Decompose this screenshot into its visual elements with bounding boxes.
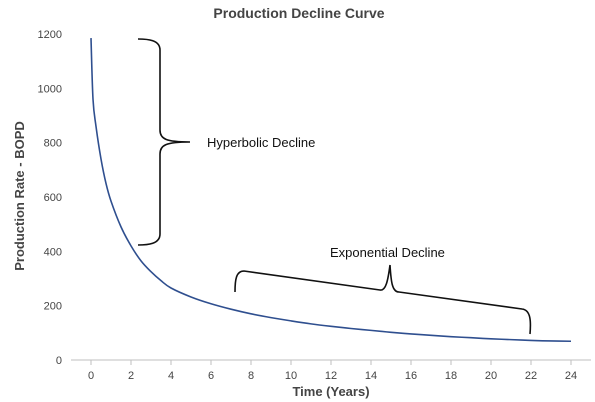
exponential-decline-label: Exponential Decline — [330, 245, 445, 260]
hyperbolic-decline-label: Hyperbolic Decline — [207, 135, 315, 150]
y-tick-label: 1200 — [38, 29, 62, 41]
y-tick-label: 0 — [56, 355, 62, 367]
x-tick-label: 2 — [128, 370, 134, 382]
y-tick-label: 1000 — [38, 83, 62, 95]
y-tick-label: 200 — [44, 301, 62, 313]
hyperbolic-brace — [137, 38, 191, 246]
x-tick-label: 18 — [445, 370, 457, 382]
x-tick-label: 14 — [365, 370, 377, 382]
production-series-line — [90, 38, 572, 343]
x-tick-label: 20 — [485, 370, 497, 382]
chart-title: Production Decline Curve — [213, 5, 384, 21]
y-tick-label: 400 — [44, 246, 62, 258]
y-tick-label: 800 — [44, 138, 62, 150]
x-tick-label: 4 — [168, 370, 174, 382]
y-tick-label: 600 — [44, 192, 62, 204]
x-tick-label: 16 — [405, 370, 417, 382]
x-tick-label: 6 — [208, 370, 214, 382]
x-tick-label: 24 — [565, 370, 577, 382]
x-tick-label: 8 — [248, 370, 254, 382]
y-axis-title: Production Rate - BOPD — [12, 121, 27, 271]
x-axis-title: Time (Years) — [292, 384, 369, 399]
x-tick-label: 10 — [285, 370, 297, 382]
x-tick-label: 22 — [525, 370, 537, 382]
x-tick-label: 12 — [325, 370, 337, 382]
exponential-brace — [234, 264, 532, 335]
x-tick-label: 0 — [88, 370, 94, 382]
